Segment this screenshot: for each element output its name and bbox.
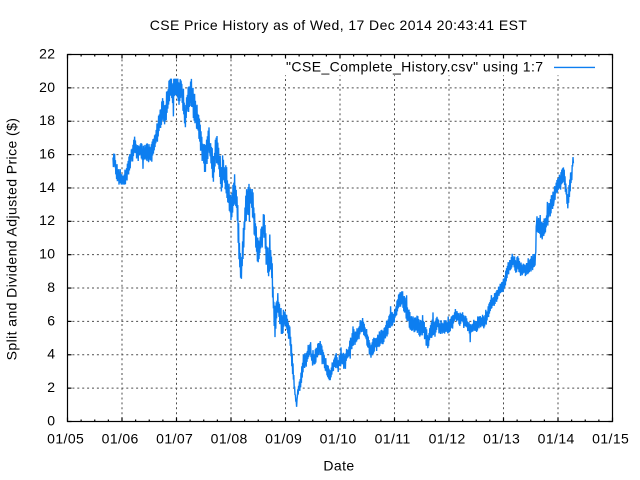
svg-text:12: 12 bbox=[39, 212, 55, 228]
svg-text:Split and Dividend Adjusted Pr: Split and Dividend Adjusted Price ($) bbox=[4, 118, 20, 361]
svg-text:0: 0 bbox=[47, 412, 55, 428]
svg-text:01/15: 01/15 bbox=[592, 431, 629, 447]
svg-text:01/06: 01/06 bbox=[102, 431, 139, 447]
svg-text:10: 10 bbox=[39, 246, 55, 262]
svg-text:01/07: 01/07 bbox=[156, 431, 193, 447]
svg-text:14: 14 bbox=[39, 179, 55, 195]
svg-text:16: 16 bbox=[39, 145, 55, 161]
svg-text:8: 8 bbox=[47, 279, 55, 295]
svg-text:6: 6 bbox=[47, 312, 55, 328]
svg-text:01/05: 01/05 bbox=[47, 431, 84, 447]
svg-text:4: 4 bbox=[47, 346, 55, 362]
svg-text:01/08: 01/08 bbox=[211, 431, 248, 447]
svg-text:01/11: 01/11 bbox=[375, 431, 411, 447]
svg-text:01/10: 01/10 bbox=[320, 431, 357, 447]
svg-text:01/12: 01/12 bbox=[429, 431, 466, 447]
svg-text:01/14: 01/14 bbox=[538, 431, 575, 447]
svg-text:"CSE_Complete_History.csv" usi: "CSE_Complete_History.csv" using 1:7 bbox=[286, 58, 543, 74]
svg-text:Date: Date bbox=[323, 458, 354, 474]
svg-text:20: 20 bbox=[39, 79, 55, 95]
svg-text:2: 2 bbox=[47, 379, 55, 395]
svg-text:01/09: 01/09 bbox=[265, 431, 302, 447]
svg-text:22: 22 bbox=[39, 45, 55, 61]
svg-text:CSE Price History as of Wed, 1: CSE Price History as of Wed, 17 Dec 2014… bbox=[150, 17, 528, 33]
svg-text:01/13: 01/13 bbox=[483, 431, 520, 447]
svg-text:18: 18 bbox=[39, 112, 55, 128]
